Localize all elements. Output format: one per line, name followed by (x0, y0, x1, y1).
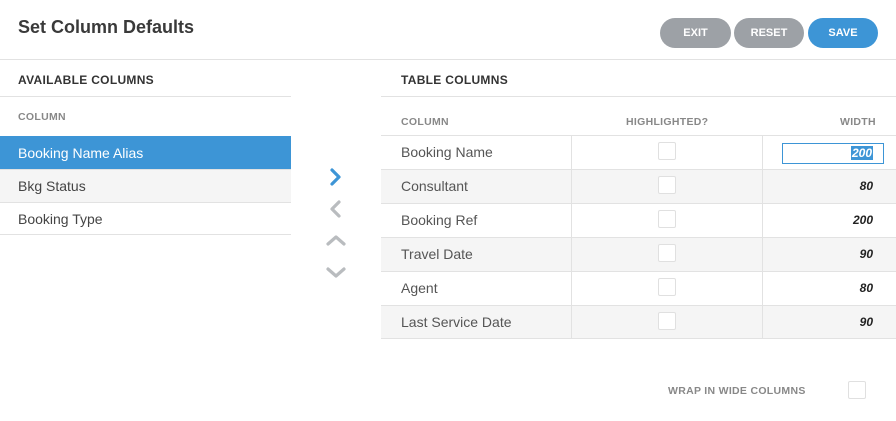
table-columns-grid: Booking Name 200 Consultant 80 Booking R… (381, 135, 896, 339)
width-value[interactable]: 200 (852, 213, 873, 227)
available-columns-list: Booking Name Alias Bkg Status Booking Ty… (0, 136, 291, 235)
width-input[interactable]: 200 (782, 143, 884, 164)
table-row[interactable]: Agent 80 (381, 271, 896, 305)
column-name: Booking Ref (401, 212, 478, 228)
cell-divider (571, 238, 572, 271)
move-right-button[interactable] (324, 165, 348, 189)
available-column-header: COLUMN (18, 111, 66, 123)
highlighted-checkbox[interactable] (658, 210, 676, 228)
move-down-button[interactable] (324, 261, 348, 285)
cell-divider (762, 170, 763, 203)
wrap-wide-columns-checkbox[interactable] (848, 381, 866, 399)
move-up-button[interactable] (324, 229, 348, 253)
column-name: Last Service Date (401, 314, 512, 330)
cell-divider (571, 272, 572, 305)
cell-divider (571, 170, 572, 203)
chevron-up-icon (326, 235, 346, 246)
column-name: Consultant (401, 178, 468, 194)
highlighted-checkbox[interactable] (658, 176, 676, 194)
highlighted-checkbox[interactable] (658, 312, 676, 330)
highlighted-checkbox[interactable] (658, 142, 676, 160)
cell-divider (762, 238, 763, 271)
width-value[interactable]: 90 (859, 247, 873, 261)
cell-divider (762, 272, 763, 305)
available-divider (0, 96, 291, 97)
width-value[interactable]: 90 (859, 315, 873, 329)
width-value[interactable]: 80 (859, 179, 873, 193)
cell-divider (571, 204, 572, 237)
cell-divider (571, 306, 572, 339)
column-name: Booking Name (401, 144, 493, 160)
chevron-down-icon (326, 267, 346, 278)
cell-divider (762, 204, 763, 237)
available-item[interactable]: Booking Type (0, 202, 291, 235)
available-item[interactable]: Booking Name Alias (0, 136, 291, 169)
highlighted-header: HIGHLIGHTED? (626, 116, 709, 128)
width-value[interactable]: 80 (859, 281, 873, 295)
table-row[interactable]: Consultant 80 (381, 169, 896, 203)
table-divider (381, 96, 896, 97)
available-columns-title: AVAILABLE COLUMNS (18, 73, 154, 87)
cell-divider (571, 136, 572, 169)
table-row[interactable]: Booking Name 200 (381, 135, 896, 169)
header-divider (0, 59, 896, 60)
highlighted-checkbox[interactable] (658, 278, 676, 296)
page-title: Set Column Defaults (18, 17, 195, 37)
column-header: COLUMN (401, 116, 449, 128)
wrap-wide-columns-label: WRAP IN WIDE COLUMNS (668, 385, 806, 397)
width-value-selected: 200 (850, 146, 873, 160)
column-name: Travel Date (401, 246, 473, 262)
cell-divider (762, 306, 763, 339)
width-header: WIDTH (840, 116, 876, 128)
table-row[interactable]: Booking Ref 200 (381, 203, 896, 237)
table-columns-title: TABLE COLUMNS (401, 73, 509, 87)
save-button[interactable]: SAVE (808, 18, 878, 48)
reset-button[interactable]: RESET (734, 18, 804, 48)
available-item[interactable]: Bkg Status (0, 169, 291, 202)
move-left-button[interactable] (324, 197, 348, 221)
table-row[interactable]: Last Service Date 90 (381, 305, 896, 339)
column-name: Agent (401, 280, 438, 296)
chevron-right-icon (330, 168, 341, 186)
exit-button[interactable]: EXIT (660, 18, 731, 48)
table-row[interactable]: Travel Date 90 (381, 237, 896, 271)
cell-divider (762, 136, 763, 169)
highlighted-checkbox[interactable] (658, 244, 676, 262)
chevron-left-icon (330, 200, 341, 218)
